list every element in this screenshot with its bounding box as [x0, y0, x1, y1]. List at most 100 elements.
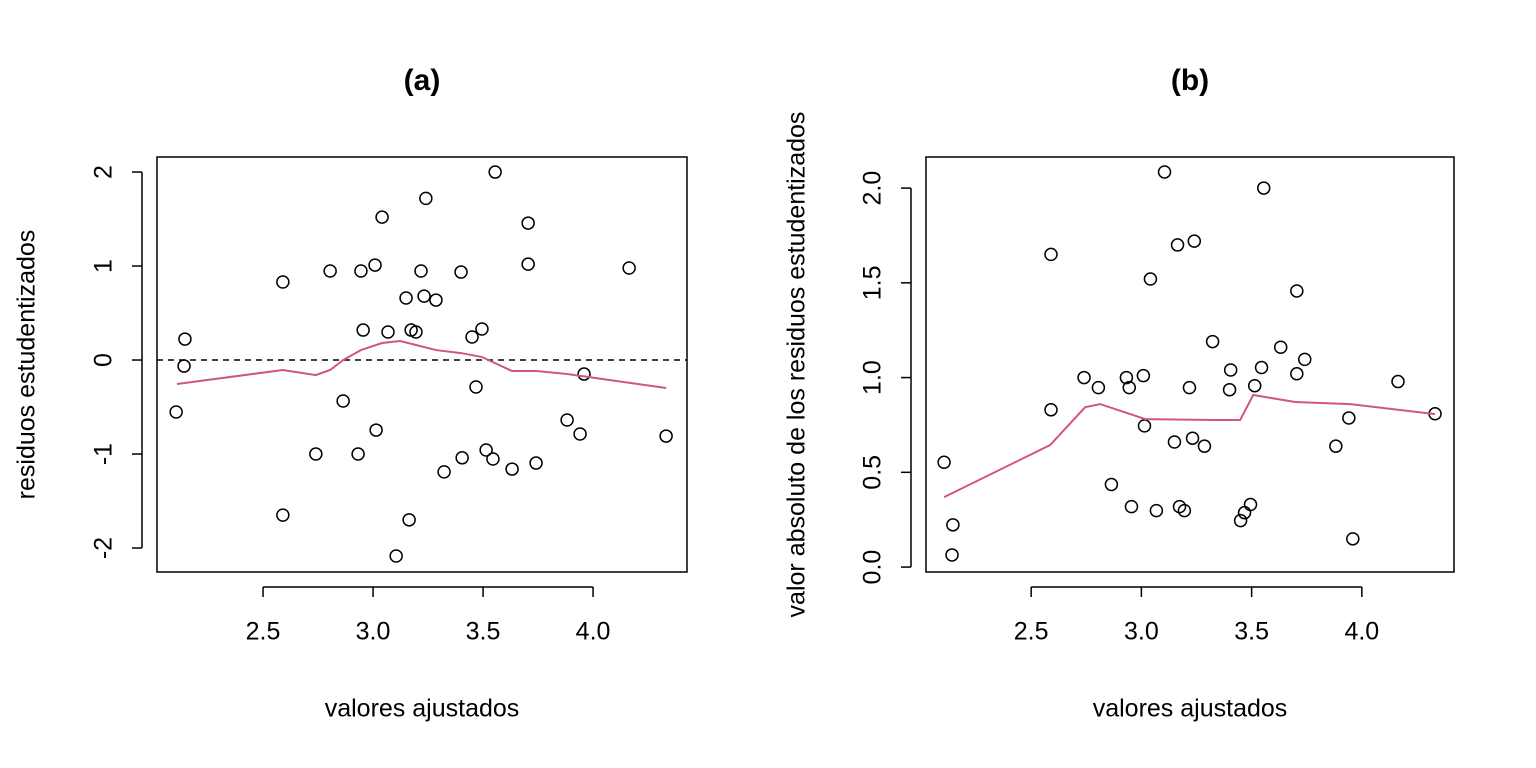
x-tick-label: 4.0	[1344, 618, 1379, 646]
point	[1290, 367, 1304, 381]
point	[1256, 181, 1271, 195]
point	[486, 452, 500, 466]
point	[409, 325, 423, 339]
plot-frame	[925, 156, 1455, 573]
y-tick-label: 0	[90, 353, 118, 367]
point	[1137, 419, 1152, 433]
chart-title: (a)	[404, 64, 441, 97]
point	[402, 513, 416, 527]
point	[368, 258, 382, 272]
y-tick-label: 1.0	[859, 360, 887, 395]
point	[659, 429, 673, 443]
point	[389, 549, 403, 563]
point	[622, 261, 636, 275]
point	[505, 462, 519, 476]
point	[381, 325, 395, 339]
point	[469, 380, 483, 394]
point	[354, 264, 368, 278]
y-tick-label: 1.5	[859, 265, 887, 300]
smooth-line	[943, 393, 1436, 499]
y-tick-label: 2	[90, 165, 118, 179]
chart-title: (b)	[1171, 64, 1209, 97]
point	[178, 332, 192, 346]
point	[1243, 497, 1258, 512]
point	[1104, 477, 1119, 492]
point	[351, 447, 365, 461]
x-tick-label: 2.5	[246, 618, 281, 646]
point	[521, 257, 535, 271]
point	[276, 275, 290, 289]
point	[429, 293, 443, 307]
y-tick-label: 0.0	[859, 550, 887, 585]
point	[465, 330, 479, 344]
point	[1136, 368, 1151, 383]
point	[1297, 352, 1312, 367]
point	[488, 165, 502, 179]
point	[560, 413, 574, 427]
y-axis-label: residuos estudentizados	[13, 230, 41, 500]
point	[1170, 238, 1185, 252]
point	[1391, 374, 1405, 389]
y-tick-label: -1	[90, 443, 118, 465]
point	[1177, 503, 1192, 518]
point	[1185, 431, 1200, 445]
point	[1247, 378, 1262, 393]
point	[479, 443, 493, 457]
point	[356, 323, 370, 337]
point	[529, 456, 543, 470]
point	[1329, 439, 1343, 453]
point	[369, 423, 383, 437]
point	[1124, 499, 1139, 514]
point	[419, 191, 433, 206]
point	[946, 518, 960, 532]
point	[1172, 499, 1187, 514]
x-axis-label: valores ajustados	[325, 695, 520, 723]
point	[945, 548, 959, 562]
point	[521, 216, 535, 230]
y-tick-label: -2	[90, 537, 118, 559]
point	[399, 291, 413, 305]
x-tick-label: 3.5	[466, 618, 501, 646]
point	[309, 447, 323, 461]
point	[177, 359, 191, 373]
point	[336, 394, 350, 408]
point	[1254, 360, 1269, 375]
plot-frame	[156, 156, 688, 573]
point	[1044, 247, 1058, 262]
x-axis-label: valores ajustados	[1093, 695, 1288, 723]
point	[1091, 380, 1106, 395]
point	[1273, 340, 1288, 355]
smooth-line	[176, 340, 667, 390]
point	[1077, 370, 1091, 385]
point	[323, 264, 337, 278]
point	[1233, 513, 1248, 528]
point	[577, 367, 591, 381]
point	[1044, 403, 1058, 417]
point	[1187, 234, 1202, 248]
point	[437, 465, 451, 479]
y-axis-label: valor absoluto de los residuos estudenti…	[783, 112, 811, 618]
point	[1342, 411, 1356, 425]
point	[1182, 380, 1197, 395]
x-tick-label: 4.0	[576, 618, 611, 646]
point	[1346, 532, 1360, 546]
y-tick-label: 0.5	[859, 455, 887, 490]
point	[1119, 370, 1134, 385]
x-tick-label: 3.5	[1234, 618, 1269, 646]
point	[1205, 334, 1220, 349]
point	[1157, 165, 1172, 179]
point	[276, 508, 290, 522]
point	[169, 405, 183, 419]
point	[414, 264, 428, 278]
point	[1222, 382, 1237, 397]
x-tick-label: 3.0	[356, 618, 391, 646]
point	[1197, 439, 1212, 453]
point	[1223, 363, 1238, 377]
point	[1167, 435, 1182, 449]
y-tick-label: 1	[90, 259, 118, 273]
point	[1143, 272, 1158, 286]
y-tick-label: 2.0	[859, 171, 887, 206]
point	[1122, 380, 1137, 395]
point	[1149, 503, 1164, 518]
point	[937, 455, 951, 470]
